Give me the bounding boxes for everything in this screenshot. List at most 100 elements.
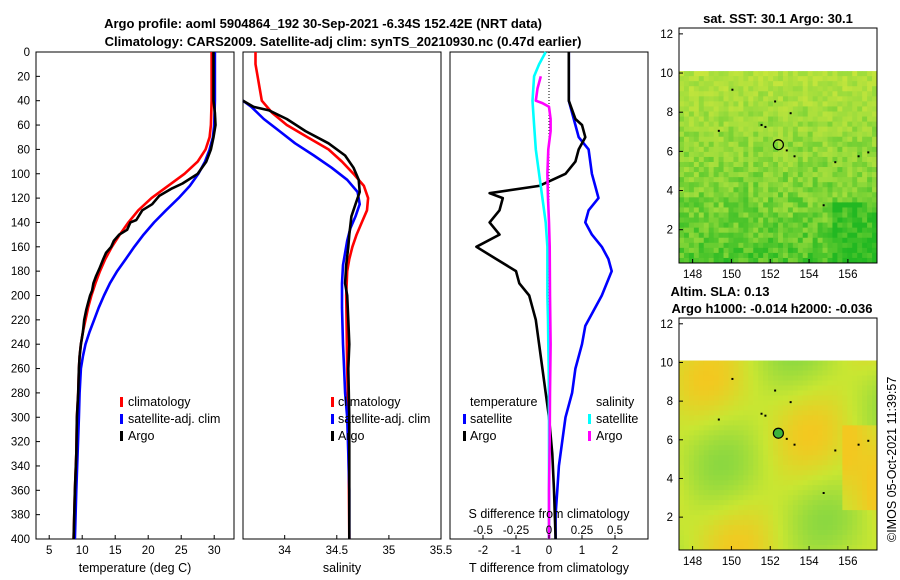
map-cell (822, 420, 828, 426)
map-cell (812, 435, 818, 441)
map-cell (703, 167, 710, 173)
map-cell (733, 91, 739, 97)
map-cell (693, 136, 700, 143)
map-cell (688, 365, 695, 371)
map-cell (802, 480, 809, 486)
map-cell (773, 455, 779, 461)
map-cell (797, 465, 804, 471)
map-cell (812, 395, 818, 401)
map-cell (723, 242, 729, 249)
map-cell (857, 96, 863, 102)
map-cell (753, 540, 759, 546)
map-cell (837, 197, 843, 203)
temperature-axes-frame (35, 51, 235, 540)
map-cell (778, 405, 784, 411)
map-cell (837, 475, 843, 481)
map-cell (822, 450, 828, 456)
map-cell (822, 525, 828, 531)
map-cell (862, 247, 868, 254)
map-cell (758, 515, 764, 521)
map-cell (797, 237, 804, 244)
map-cell (708, 126, 715, 133)
map-cell (842, 545, 848, 551)
map-cell (862, 370, 868, 376)
map-cell (693, 490, 700, 496)
map-cell (758, 535, 764, 541)
map-cell (683, 460, 690, 466)
map-cell (852, 425, 858, 431)
map-cell (738, 490, 744, 496)
map-cell (718, 207, 724, 213)
map-cell (778, 192, 784, 198)
map-cell (683, 365, 690, 371)
map-cell (867, 131, 873, 138)
map-cell (782, 365, 789, 371)
map-cell (753, 212, 759, 218)
map-cell (787, 156, 794, 163)
map-cell (683, 375, 690, 381)
map-cell (832, 247, 838, 254)
map-cell (787, 440, 794, 446)
map-cell (822, 156, 828, 163)
map-cell (698, 415, 705, 421)
map-cell (867, 450, 873, 456)
map-cell (718, 400, 724, 406)
map-cell (708, 192, 715, 198)
map-cell (822, 237, 828, 244)
map-cell (703, 156, 710, 163)
map-cell (763, 520, 769, 526)
map-cell (787, 182, 794, 188)
map-cell (837, 410, 843, 416)
map-cell (847, 257, 853, 264)
map-cell (867, 465, 873, 471)
map-cell (688, 520, 695, 526)
map-cell (728, 116, 734, 122)
map-cell (822, 141, 828, 148)
map-cell (679, 475, 685, 481)
map-cell (847, 455, 853, 461)
y-tick-label: 320 (11, 437, 30, 449)
map-cell (857, 485, 863, 491)
map-cell (792, 237, 799, 244)
map-cell (857, 415, 863, 421)
map-cell (812, 242, 818, 249)
map-cell (748, 192, 754, 198)
map-cell (693, 207, 700, 213)
island-dot (731, 88, 734, 91)
map-cell (723, 131, 729, 138)
map-cell (768, 370, 774, 376)
title-line2: Climatology: CARS2009. Satellite-adj cli… (105, 34, 582, 49)
map-cell (852, 435, 858, 441)
map-cell (867, 106, 873, 112)
map-cell (753, 252, 759, 259)
map-cell (733, 425, 739, 431)
map-cell (832, 370, 838, 376)
map-cell (698, 425, 705, 431)
map-cell (827, 167, 833, 173)
map-cell (832, 475, 838, 481)
map-cell (792, 212, 799, 218)
map-cell (708, 435, 715, 441)
map-cell (817, 545, 823, 551)
map-cell (837, 126, 843, 133)
map-cell (862, 126, 868, 133)
map-cell (698, 490, 705, 496)
map-cell (797, 227, 804, 234)
map-cell (753, 495, 759, 501)
map-cell (832, 96, 838, 102)
map-cell (832, 106, 838, 112)
map-cell (837, 510, 843, 516)
map-cell (832, 167, 838, 173)
map-cell (807, 146, 814, 153)
map-cell (758, 111, 764, 117)
map-cell (797, 192, 804, 198)
map-cell (733, 182, 739, 188)
map-cell (708, 510, 715, 516)
map-cell (822, 460, 828, 466)
map-cell (693, 86, 700, 92)
map-cell (817, 146, 823, 153)
map-cell (857, 365, 863, 371)
map-cell (688, 146, 695, 153)
map-cell (733, 535, 739, 541)
map-cell (758, 530, 764, 536)
